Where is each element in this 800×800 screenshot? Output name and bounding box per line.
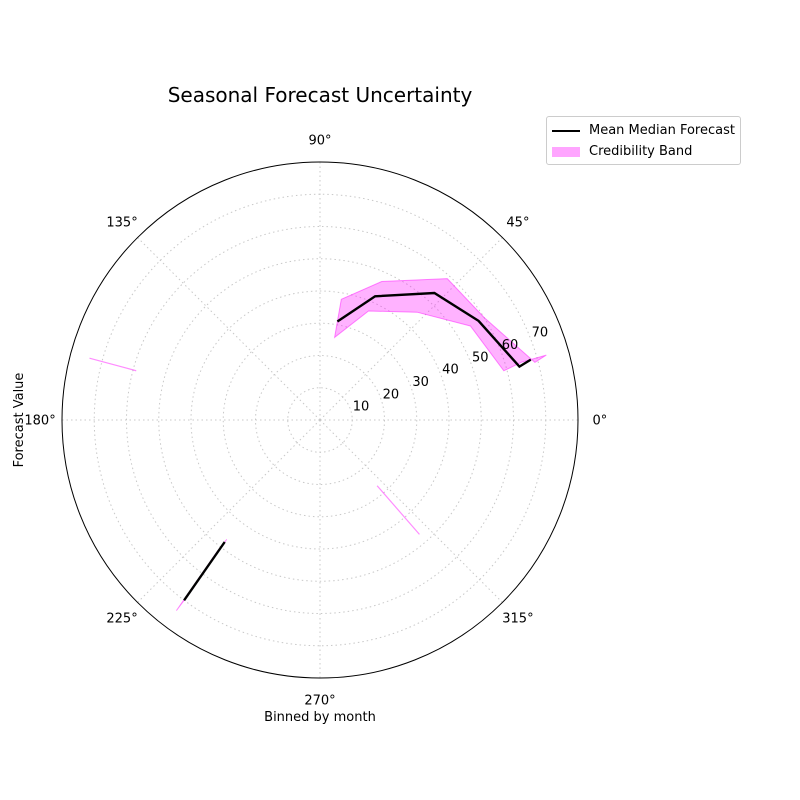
radial-tick-label: 20 (383, 387, 400, 402)
angle-tick-label: 135° (106, 216, 137, 231)
legend-entry-line: Mean Median Forecast (552, 120, 735, 141)
angle-tick-label: 270° (304, 693, 335, 708)
outer-spine (61, 161, 579, 679)
tick-labels: 0° 45° 90° 135° 180° 225° 270° 315° 10 20 30 40 50 60… (24, 134, 607, 709)
radial-tick-label: 50 (472, 350, 489, 365)
credibility-band-sliver (376, 485, 420, 535)
legend-label-median: Mean Median Forecast (589, 123, 735, 138)
radial-gridline (222, 322, 418, 518)
legend-entry-band: Credibility Band (552, 141, 735, 162)
legend-band-swatch (552, 146, 580, 157)
radial-tick-label: 60 (502, 338, 519, 353)
legend-line-swatch (552, 129, 580, 132)
angle-tick-label: 180° (24, 414, 55, 429)
median-line-layer (183, 291, 532, 601)
radial-gridline (255, 355, 385, 485)
radial-tick-label: 10 (353, 400, 370, 415)
radial-gridline (93, 193, 547, 647)
radial-tick-label: 70 (532, 326, 549, 341)
x-axis-label: Binned by month (264, 710, 376, 725)
radial-tick-label: 30 (412, 375, 429, 390)
radial-tick-label: 40 (442, 363, 459, 378)
angle-tick-label: 45° (506, 216, 529, 231)
median-forecast-line (336, 291, 532, 369)
legend: Mean Median Forecast Credibility Band (546, 116, 741, 165)
radial-gridline (287, 387, 353, 453)
angle-tick-label: 315° (502, 611, 533, 626)
credibility-band-sliver (89, 357, 137, 372)
y-axis-label: Forecast Value (12, 373, 27, 468)
radial-gridline (126, 226, 514, 614)
grid (62, 162, 578, 678)
chart-title: Seasonal Forecast Uncertainty (168, 83, 473, 107)
angle-gridline (137, 237, 321, 421)
angle-tick-label: 225° (106, 611, 137, 626)
angle-tick-label: 0° (593, 414, 608, 429)
radial-gridline (190, 290, 450, 550)
angle-gridline (319, 419, 503, 603)
credibility-band-area (333, 278, 547, 372)
radial-gridline (158, 258, 482, 582)
median-forecast-line (183, 541, 226, 601)
angle-gridline (137, 419, 321, 603)
angle-tick-label: 90° (308, 134, 331, 149)
legend-label-band: Credibility Band (589, 144, 693, 159)
credibility-band-layer (89, 278, 547, 611)
